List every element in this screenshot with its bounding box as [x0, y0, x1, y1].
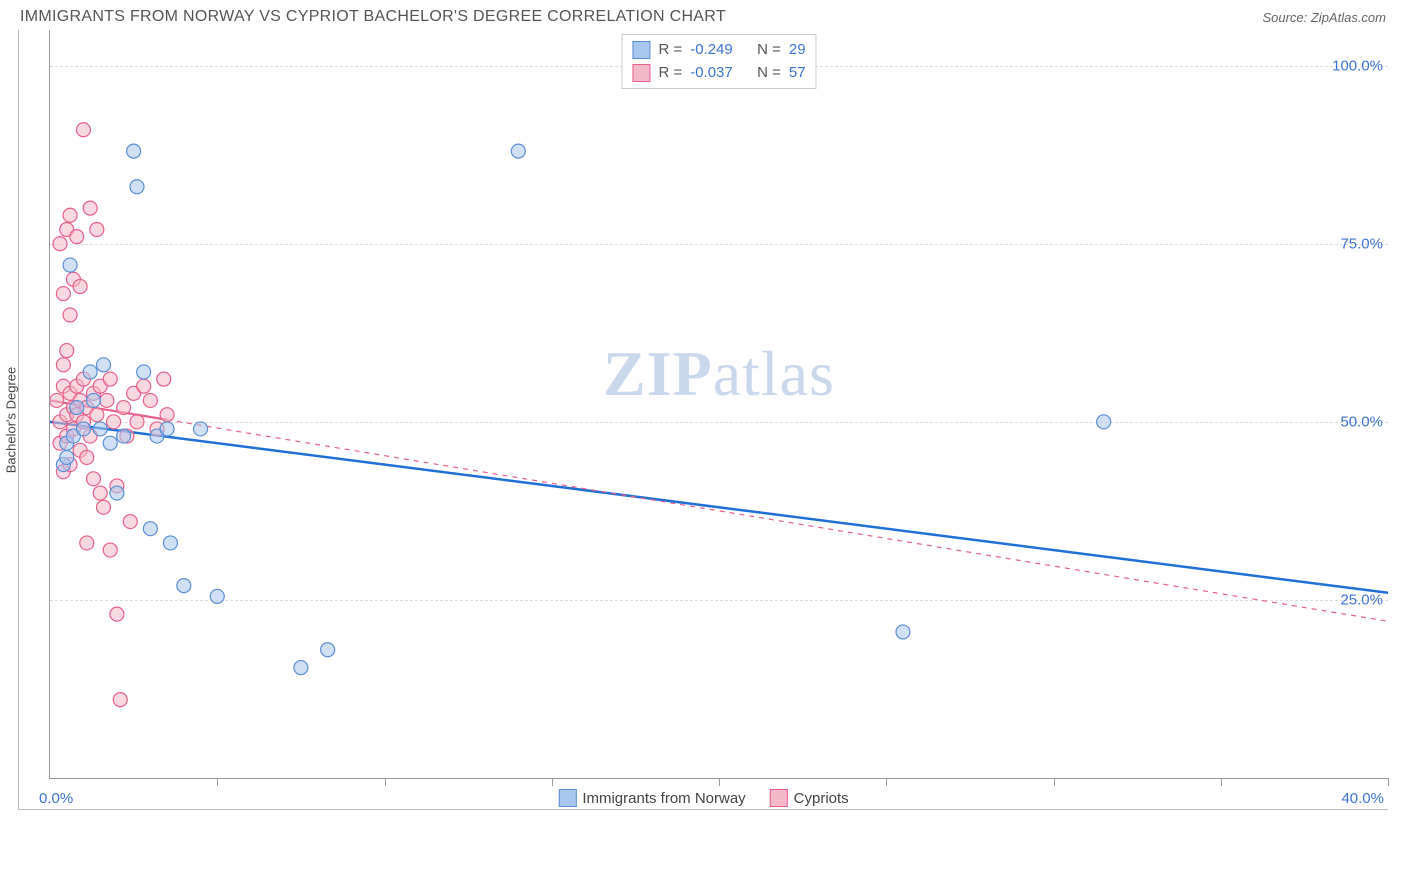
r-label: R = — [658, 62, 682, 85]
legend-stats-row-norway: R = -0.249 N = 29 — [632, 39, 805, 62]
swatch-norway — [632, 41, 650, 59]
x-tick — [1054, 778, 1055, 786]
source-credit: Source: ZipAtlas.com — [1262, 10, 1386, 25]
legend-label-norway: Immigrants from Norway — [582, 790, 745, 807]
chart-title: IMMIGRANTS FROM NORWAY VS CYPRIOT BACHEL… — [20, 8, 726, 26]
n-label: N = — [757, 39, 781, 62]
plot-area: ZIPatlas R = -0.249 N = 29 R = -0.037 N … — [49, 30, 1388, 779]
x-tick — [1388, 778, 1389, 786]
legend-item-cypriots: Cypriots — [770, 789, 849, 807]
x-tick — [886, 778, 887, 786]
n-label: N = — [757, 62, 781, 85]
n-value-cypriots: 57 — [789, 62, 806, 85]
legend-bottom: Immigrants from Norway Cypriots — [558, 789, 848, 807]
r-value-cypriots: -0.037 — [690, 62, 733, 85]
source-name: ZipAtlas.com — [1311, 10, 1386, 25]
chart-container: Bachelor's Degree ZIPatlas R = -0.249 N … — [18, 30, 1388, 810]
n-value-norway: 29 — [789, 39, 806, 62]
r-value-norway: -0.249 — [690, 39, 733, 62]
plot-svg — [50, 30, 1388, 778]
swatch-cypriots — [632, 64, 650, 82]
legend-stats-box: R = -0.249 N = 29 R = -0.037 N = 57 — [621, 34, 816, 89]
y-axis-label: Bachelor's Degree — [4, 366, 19, 473]
x-tick — [217, 778, 218, 786]
r-label: R = — [658, 39, 682, 62]
x-min-label: 0.0% — [39, 790, 73, 807]
swatch-norway — [558, 789, 576, 807]
swatch-cypriots — [770, 789, 788, 807]
legend-item-norway: Immigrants from Norway — [558, 789, 745, 807]
source-prefix: Source: — [1262, 10, 1310, 25]
legend-label-cypriots: Cypriots — [794, 790, 849, 807]
x-max-label: 40.0% — [1341, 790, 1384, 807]
x-tick — [552, 778, 553, 786]
x-tick — [719, 778, 720, 786]
x-tick — [385, 778, 386, 786]
x-tick — [1221, 778, 1222, 786]
legend-stats-row-cypriots: R = -0.037 N = 57 — [632, 62, 805, 85]
